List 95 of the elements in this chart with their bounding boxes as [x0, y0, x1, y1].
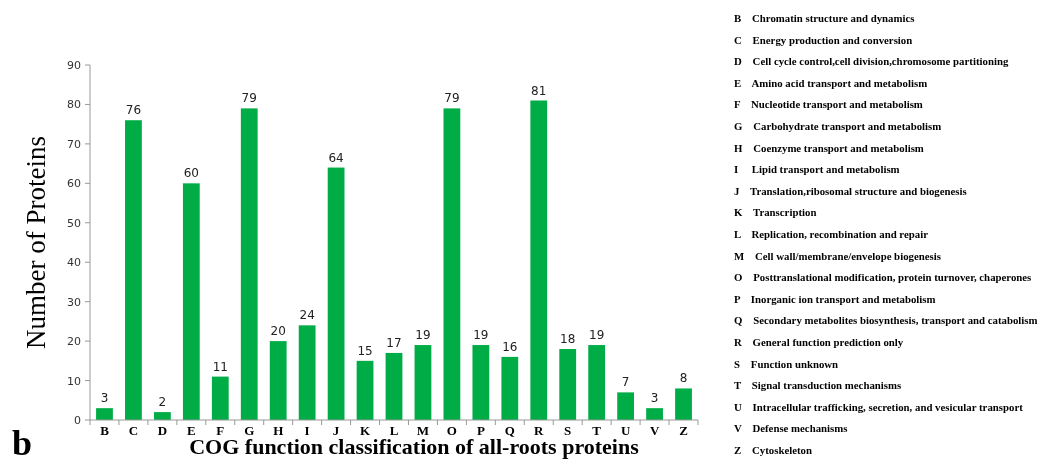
- data-label: 7: [621, 375, 630, 390]
- text: T Signal transduction mechanisms: [734, 379, 902, 392]
- bar: [385, 352, 403, 420]
- text: S Function unknown: [734, 357, 839, 370]
- data-label: 3: [100, 391, 109, 406]
- y-tick-label: 70: [67, 137, 81, 151]
- x-tick-label: H: [273, 423, 284, 438]
- text: R General function prediction only: [734, 336, 904, 348]
- text: I Lipid transport and metabolism: [734, 163, 900, 176]
- x-tick-label: M: [416, 423, 430, 438]
- data-label: 19: [415, 328, 431, 343]
- y-tick-label: 90: [67, 59, 81, 72]
- bar: [240, 108, 258, 420]
- text: F Nucleotide transport and metabolism: [734, 98, 923, 111]
- y-tick-label: 0: [74, 414, 81, 427]
- y-tick-label: 10: [67, 374, 81, 388]
- y-tick-label: 20: [67, 335, 81, 349]
- x-tick-label: T: [592, 423, 602, 438]
- x-tick-label: S: [564, 423, 572, 438]
- bar: [443, 108, 461, 420]
- bar: [472, 345, 490, 420]
- data-label: 81: [531, 83, 547, 98]
- data-label: 19: [589, 328, 605, 343]
- x-tick-label: D: [157, 423, 168, 438]
- x-tick-label: L: [389, 423, 399, 438]
- bar: [588, 345, 606, 420]
- text: G Carbohydrate transport and metabolism: [734, 120, 942, 132]
- y-axis-title: Number of Proteins: [21, 136, 51, 349]
- data-label: 18: [560, 332, 576, 346]
- data-label: 11: [212, 359, 228, 374]
- bar: [646, 408, 663, 420]
- bar: [327, 167, 345, 420]
- data-label: 15: [357, 343, 373, 358]
- x-tick-label: F: [216, 423, 225, 438]
- x-tick-label: R: [534, 423, 545, 438]
- data-label: 2: [158, 395, 167, 410]
- text: U Intracellular trafficking, secretion, and vesicular transport: [734, 400, 1024, 413]
- x-tick-label: V: [649, 423, 660, 438]
- text: J Translation,ribosomal structure and biogenesis: [734, 184, 967, 197]
- text: L Replication, recombination and repair: [734, 228, 929, 240]
- text: K Transcription: [734, 206, 817, 219]
- data-label: 60: [183, 166, 199, 181]
- data-label: 17: [386, 335, 402, 350]
- x-tick-label: Z: [679, 423, 689, 438]
- x-tick-label: E: [187, 423, 196, 438]
- text: H Coenzyme transport and metabolism: [734, 141, 924, 154]
- y-tick-label: 50: [67, 216, 81, 230]
- bar: [530, 100, 548, 420]
- y-tick-label: 60: [67, 177, 81, 191]
- x-tick-label: I: [304, 423, 310, 438]
- text: b: [12, 423, 33, 461]
- bar: [211, 376, 229, 420]
- data-label: 79: [444, 91, 460, 106]
- bar: [617, 392, 635, 420]
- data-label: 64: [328, 150, 344, 165]
- y-tick-label: 80: [67, 98, 81, 112]
- bar: [125, 120, 142, 420]
- bar: [269, 341, 287, 420]
- bar: [675, 388, 692, 420]
- y-tick-label: 30: [67, 295, 81, 309]
- bar: [501, 356, 519, 420]
- x-tick-label: O: [446, 423, 457, 438]
- bar: [298, 325, 316, 420]
- text: B Chromatin structure and dynamics: [734, 12, 915, 24]
- x-tick-label: B: [100, 423, 110, 438]
- text: V Defense mechanisms: [734, 422, 848, 435]
- data-label: 3: [650, 391, 659, 406]
- text: P Inorganic ion transport and metabolism: [734, 292, 936, 305]
- data-label: 19: [473, 328, 489, 343]
- x-tick-label: U: [620, 423, 631, 438]
- y-tick-label: 40: [67, 256, 81, 270]
- x-tick-label: G: [244, 423, 255, 438]
- text: Q Secondary metabolites biosynthesis, transport and catabolism: [734, 314, 1038, 327]
- bar: [356, 360, 374, 420]
- data-label: 79: [241, 91, 257, 106]
- data-label: 76: [125, 103, 142, 118]
- data-label: 16: [502, 339, 518, 354]
- x-tick-label: K: [359, 423, 371, 438]
- text: E Amino acid transport and metabolism: [734, 76, 928, 89]
- bar: [182, 183, 200, 420]
- x-tick-label: C: [128, 423, 139, 438]
- data-label: 20: [270, 324, 286, 339]
- text: M Cell wall/membrane/envelope biogenesis: [734, 249, 941, 262]
- text: D Cell cycle control,cell division,chromosome partitioning: [734, 55, 1009, 68]
- text: Z Cytoskeleton: [734, 444, 812, 456]
- bar: [559, 349, 577, 420]
- bar: [153, 412, 171, 420]
- text: O Posttranslational modification, protein turnover, chaperones: [734, 271, 1032, 284]
- data-label: 24: [299, 308, 315, 323]
- x-tick-label: P: [476, 423, 485, 438]
- bar: [96, 408, 113, 420]
- x-tick-label: J: [332, 423, 340, 438]
- bar: [414, 345, 432, 420]
- data-label: 8: [679, 371, 688, 386]
- text: C Energy production and conversion: [734, 33, 913, 46]
